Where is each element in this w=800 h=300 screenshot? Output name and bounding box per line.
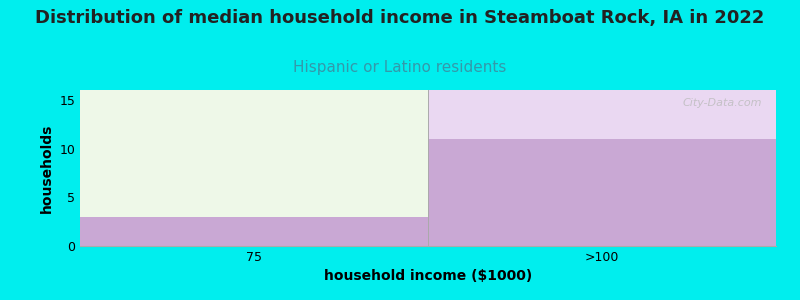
Text: Distribution of median household income in Steamboat Rock, IA in 2022: Distribution of median household income … xyxy=(35,9,765,27)
Text: City-Data.com: City-Data.com xyxy=(682,98,762,108)
Text: Hispanic or Latino residents: Hispanic or Latino residents xyxy=(294,60,506,75)
Bar xyxy=(80,217,428,246)
Bar xyxy=(428,90,776,246)
Bar xyxy=(80,90,428,246)
Y-axis label: households: households xyxy=(40,123,54,213)
X-axis label: household income ($1000): household income ($1000) xyxy=(324,269,532,284)
Bar xyxy=(428,139,776,246)
